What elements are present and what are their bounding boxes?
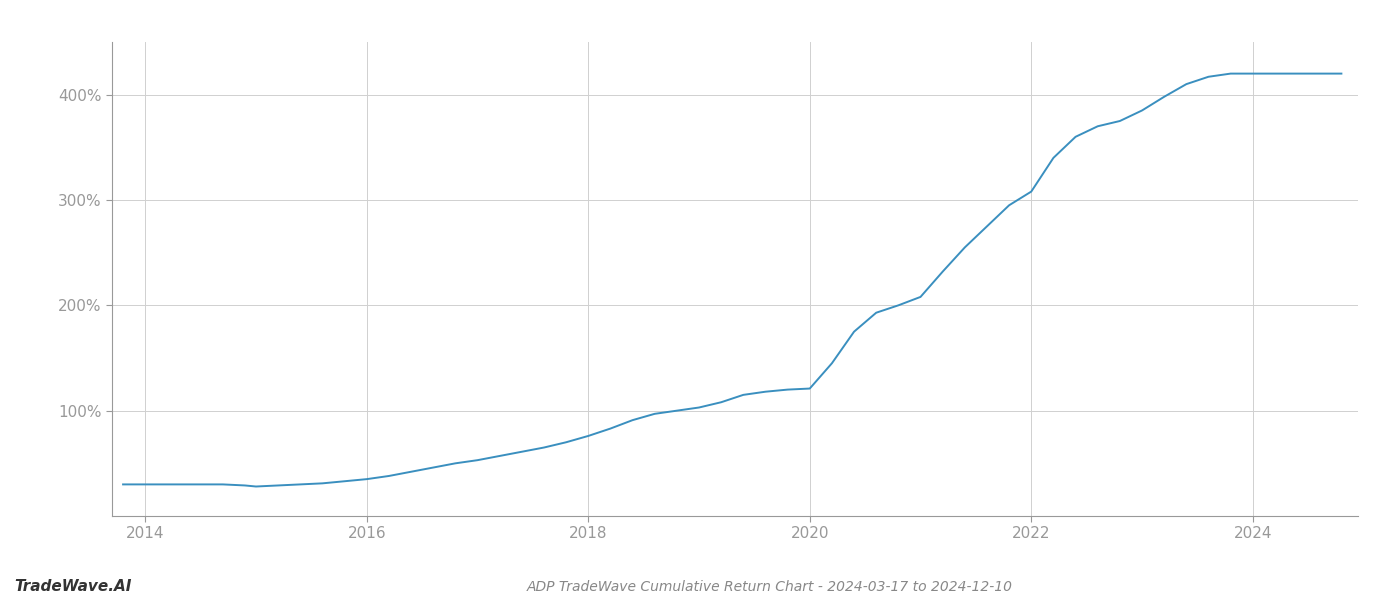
- Text: ADP TradeWave Cumulative Return Chart - 2024-03-17 to 2024-12-10: ADP TradeWave Cumulative Return Chart - …: [526, 580, 1014, 594]
- Text: TradeWave.AI: TradeWave.AI: [14, 579, 132, 594]
